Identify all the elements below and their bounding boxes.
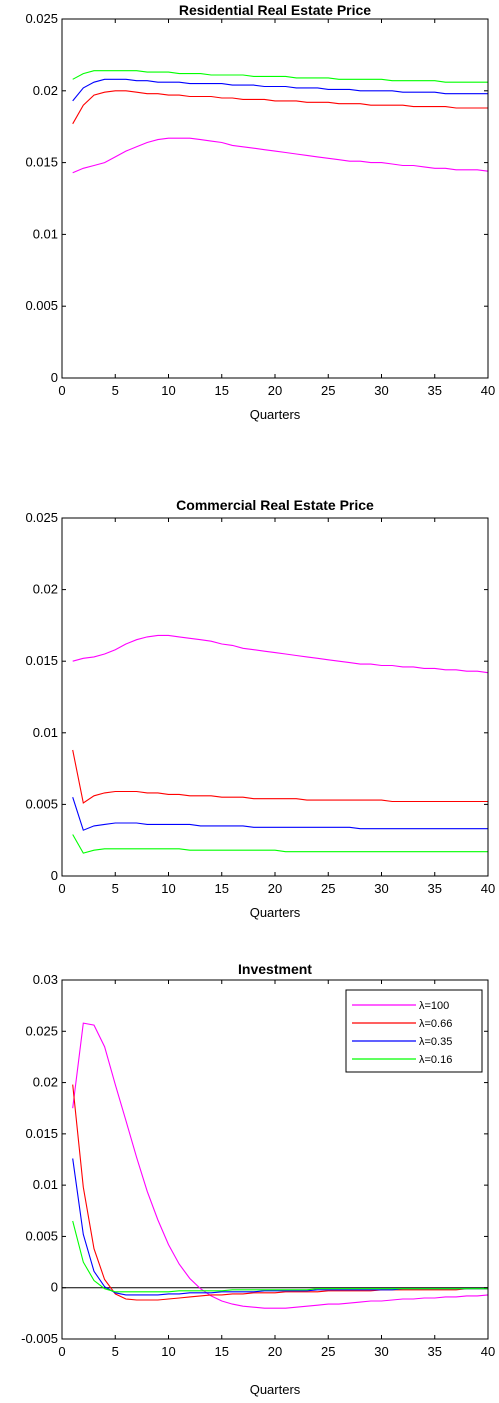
legend: λ=100 λ=0.66 λ=0.35 λ=0.16 [345,989,483,1073]
chart-title: Residential Real Estate Price [179,2,371,18]
chart-panel-2: Commercial Real Estate Price 0 5 10 15 20 25 30… [25,497,495,920]
y-tick-label: 0.015 [25,653,58,668]
y-tick-label: 0.01 [33,725,58,740]
x-tick-label: 20 [268,383,282,398]
x-axis-label: Quarters [250,1382,301,1397]
plot-area [62,19,488,378]
x-tick-label: 0 [58,881,65,896]
y-tick-label: 0.02 [33,582,58,597]
x-tick-label: 30 [374,1344,388,1359]
y-tick-label: 0.025 [25,1023,58,1038]
y-tick-label: 0.005 [25,298,58,313]
y-tick-label: 0.005 [25,1228,58,1243]
series-line-4 [72,834,488,854]
legend-box [345,989,483,1073]
y-tick-label: 0.02 [33,1075,58,1090]
chart-title: Investment [238,961,312,977]
series-line-4 [72,1220,488,1293]
legend-label-3: λ=0.35 [419,1036,452,1048]
chart-panel-1: Residential Real Estate Price 0 5 10 15 20 25 3… [25,2,495,422]
y-tick-label: 0.02 [33,83,58,98]
x-tick-label: 35 [428,1344,442,1359]
y-tick-label: 0 [51,370,58,385]
x-tick-label: 5 [112,383,119,398]
y-tick-label: 0.03 [33,972,58,987]
y-tick-label: -0.005 [21,1331,58,1346]
x-tick-label: 25 [321,383,335,398]
x-tick-label: 20 [268,1344,282,1359]
y-tick-label: 0 [51,868,58,883]
x-tick-label: 5 [112,1344,119,1359]
x-tick-label: 0 [58,1344,65,1359]
x-axis-label: Quarters [250,407,301,422]
series-line-3 [72,78,488,102]
x-tick-label: 15 [215,1344,229,1359]
chart-title: Commercial Real Estate Price [176,497,374,513]
x-tick-label: 40 [481,1344,495,1359]
y-tick-label: 0 [51,1280,58,1295]
x-tick-label: 35 [428,383,442,398]
y-tick-label: 0.01 [33,226,58,241]
x-axis-label: Quarters [250,905,301,920]
x-tick-label: 15 [215,881,229,896]
legend-label-2: λ=0.66 [419,1018,452,1030]
y-tick-label: 0.025 [25,510,58,525]
x-tick-label: 10 [161,383,175,398]
x-tick-label: 10 [161,1344,175,1359]
series-line-2 [72,1084,488,1301]
series-line-1 [72,634,489,674]
x-tick-label: 35 [428,881,442,896]
y-tick-label: 0.01 [33,1177,58,1192]
x-tick-label: 5 [112,881,119,896]
x-tick-label: 25 [321,1344,335,1359]
y-tick-label: 0.015 [25,1126,58,1141]
x-tick-label: 15 [215,383,229,398]
y-tick-label: 0.015 [25,155,58,170]
y-tick-label: 0.025 [25,11,58,26]
series-line-2 [72,90,488,125]
x-tick-label: 30 [374,383,388,398]
x-tick-label: 40 [481,383,495,398]
x-tick-label: 40 [481,881,495,896]
series-line-1 [72,1022,489,1309]
plot-area [62,518,488,876]
series-line-4 [72,70,488,83]
x-tick-label: 10 [161,881,175,896]
series-line-3 [72,797,488,831]
legend-label-4: λ=0.16 [419,1054,452,1066]
x-tick-label: 0 [58,383,65,398]
series-line-2 [72,749,488,804]
x-tick-label: 30 [374,881,388,896]
series-line-1 [72,137,489,174]
legend-label-1: λ=100 [419,1000,449,1012]
y-tick-label: 0.005 [25,796,58,811]
x-tick-label: 20 [268,881,282,896]
x-tick-label: 25 [321,881,335,896]
